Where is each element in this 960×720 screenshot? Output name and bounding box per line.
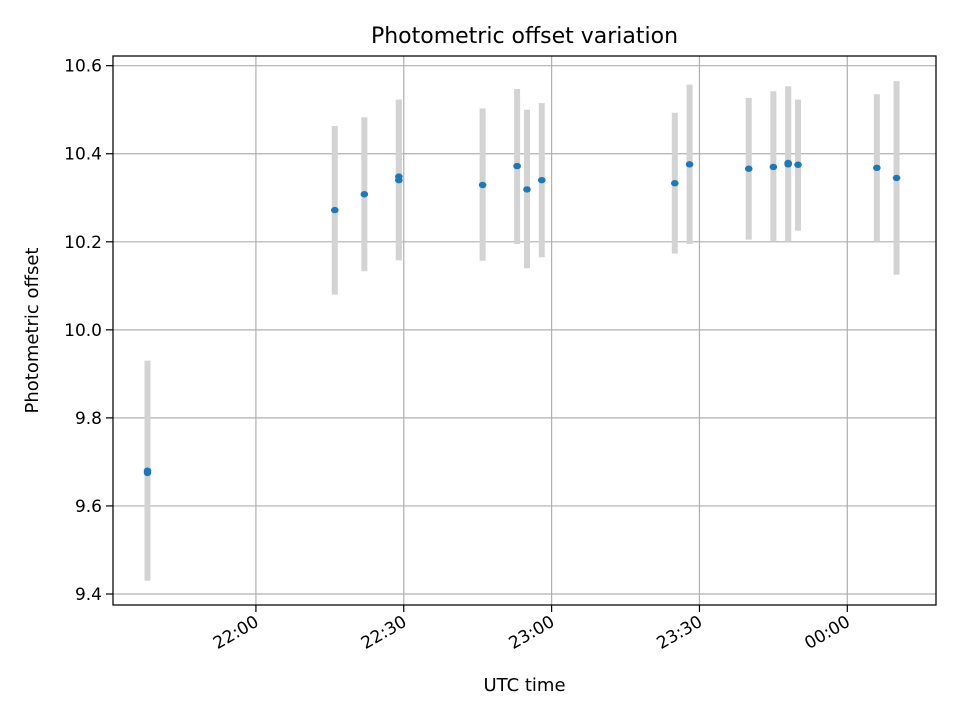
data-point <box>513 162 521 170</box>
data-point <box>784 159 792 167</box>
y-axis: 9.4 9.6 9.8 10.0 10.2 10.4 10.6 <box>64 57 113 605</box>
x-axis-label: UTC time <box>483 675 565 696</box>
data-point <box>794 161 802 168</box>
y-tick-label: 10.4 <box>64 145 102 165</box>
y-tick-label: 9.4 <box>75 585 102 605</box>
chart-title: Photometric offset variation <box>371 24 678 49</box>
data-point <box>143 467 152 474</box>
data-point <box>395 176 403 184</box>
y-tick-label: 10.6 <box>64 57 102 77</box>
data-point <box>769 163 778 171</box>
data-point <box>330 206 339 214</box>
data-point <box>671 180 679 187</box>
data-point <box>523 186 531 193</box>
data-point <box>873 164 881 172</box>
y-tick-label: 10.2 <box>64 233 102 253</box>
y-tick-label: 10.0 <box>64 321 102 341</box>
y-axis-label: Photometric offset <box>22 248 43 414</box>
data-point <box>537 176 546 184</box>
y-tick-label: 9.6 <box>75 497 102 517</box>
data-point <box>478 181 487 189</box>
data-point <box>360 191 369 198</box>
data-points <box>143 159 901 477</box>
y-tick-label: 9.8 <box>75 409 102 429</box>
data-point <box>685 161 694 168</box>
grid <box>113 56 936 605</box>
plot-frame <box>112 55 937 606</box>
data-point <box>744 165 753 172</box>
data-point <box>892 174 901 182</box>
